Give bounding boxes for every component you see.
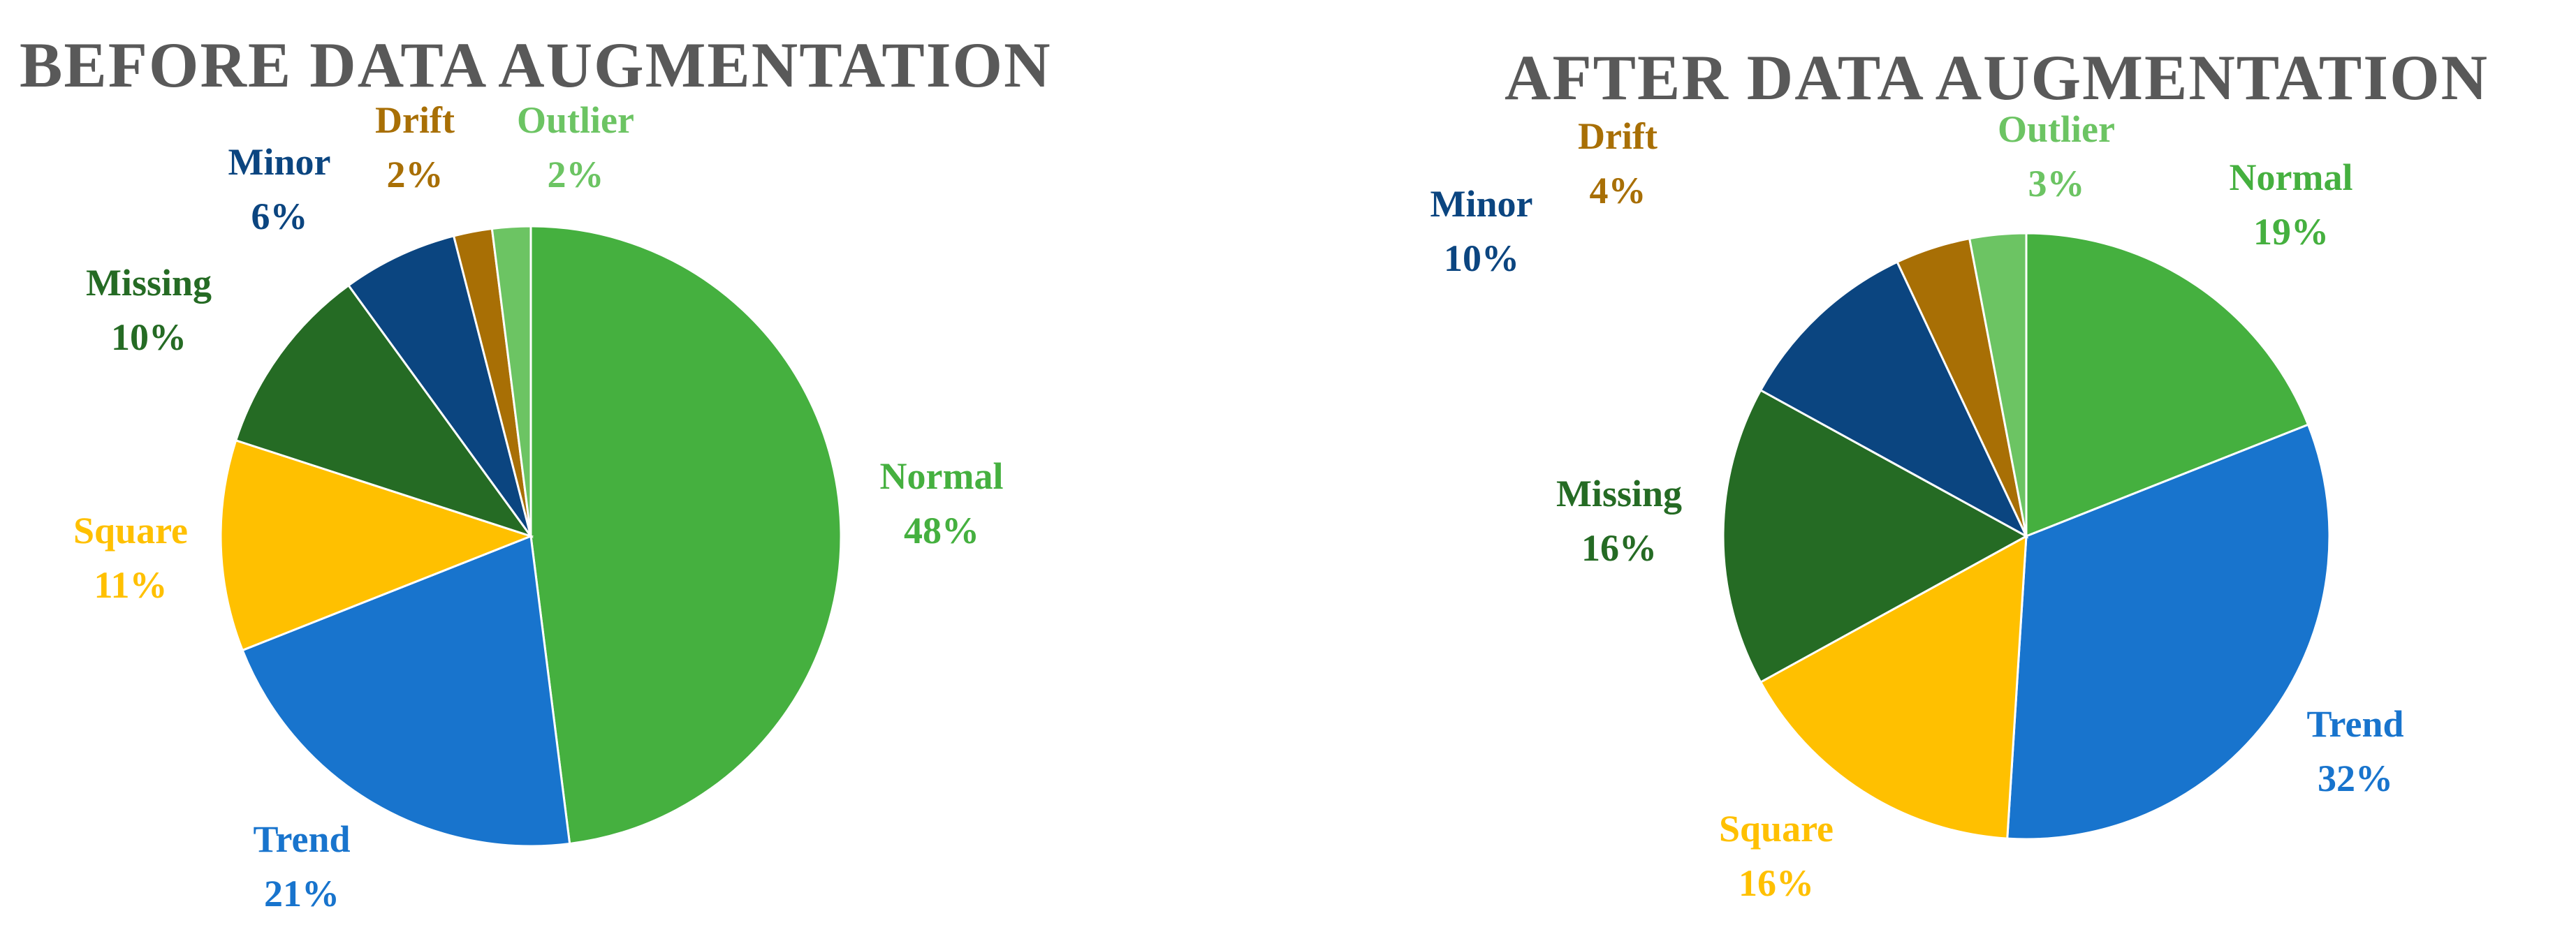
pie-slice-outlier: [1968, 232, 2028, 537]
pie-slice-normal: [529, 225, 842, 845]
pie-slice-trend: [241, 534, 571, 848]
slice-label-outlier: Outlier: [517, 99, 634, 141]
slice-label-drift: Drift: [375, 99, 455, 141]
slice-label-missing: Missing: [86, 262, 212, 304]
pie-slice-missing: [234, 283, 534, 538]
slice-label-outlier: Outlier: [1998, 108, 2115, 150]
pie-svg-after: Normal 19% Trend 32% Square 16% Missing 16% Mino…: [1430, 108, 2404, 904]
slice-percent-square: 11%: [94, 564, 167, 606]
pie-slice-minor: [346, 235, 532, 537]
slice-percent-missing: 10%: [111, 316, 186, 358]
pie-svg-before: Normal 48% Trend 21% Square 11% Missing 10% Mino…: [73, 99, 1004, 915]
pie-slice-square: [219, 438, 534, 652]
slice-percent-square: 16%: [1739, 862, 1814, 904]
chart-title-after: AFTER DATA AUGMENTATION: [1505, 42, 2489, 113]
slice-percent-outlier: 2%: [548, 154, 604, 195]
slice-label-square: Square: [1719, 808, 1834, 850]
pie-slice-minor: [1759, 260, 2029, 539]
slice-label-minor: Minor: [228, 141, 331, 183]
pie-chart-after: AFTER DATA AUGMENTATION Normal 19% Trend 32…: [1288, 0, 2576, 939]
slice-label-square: Square: [73, 510, 188, 552]
slice-label-trend: Trend: [2306, 703, 2403, 745]
pie-slice-normal: [2025, 232, 2310, 538]
slice-percent-missing: 16%: [1581, 527, 1657, 569]
pie-slice-trend: [2006, 423, 2331, 841]
slice-percent-drift: 2%: [387, 154, 444, 195]
slice-percent-minor: 10%: [1444, 237, 1519, 279]
slice-percent-drift: 4%: [1590, 170, 1646, 212]
slice-label-normal: Normal: [2230, 156, 2353, 198]
slice-percent-normal: 48%: [904, 510, 979, 552]
slice-label-normal: Normal: [880, 455, 1004, 497]
slice-percent-trend: 21%: [264, 873, 339, 915]
pie-slice-square: [1759, 534, 2028, 840]
slice-percent-minor: 6%: [251, 195, 308, 237]
slice-label-trend: Trend: [253, 818, 350, 860]
slice-label-drift: Drift: [1578, 115, 1657, 157]
pie-slice-outlier: [490, 225, 532, 537]
slice-label-missing: Missing: [1556, 473, 1682, 515]
pie-chart-before: BEFORE DATA AUGMENTATION Normal 48% Trend 2…: [20, 29, 1052, 915]
slice-percent-outlier: 3%: [2028, 163, 2085, 205]
slice-label-minor: Minor: [1430, 183, 1533, 225]
slice-percent-normal: 19%: [2253, 211, 2329, 253]
pie-slice-missing: [1722, 388, 2029, 684]
chart-title-before: BEFORE DATA AUGMENTATION: [20, 29, 1052, 101]
slice-percent-trend: 32%: [2318, 757, 2393, 799]
